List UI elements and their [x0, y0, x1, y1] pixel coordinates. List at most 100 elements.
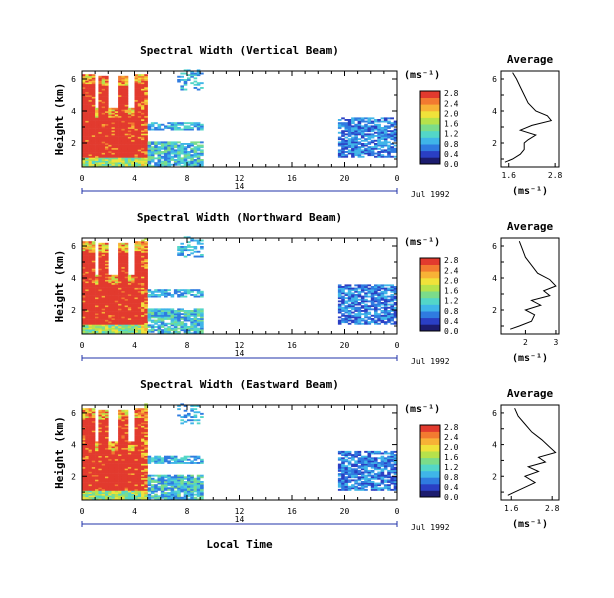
heatmap-cell: [118, 446, 122, 449]
heatmap-cell: [121, 409, 125, 412]
heatmap-cell: [91, 479, 96, 482]
heatmap-cell: [88, 481, 93, 483]
heatmap-cell: [91, 436, 96, 439]
heatmap-cell: [344, 144, 349, 147]
heatmap-cell: [91, 146, 96, 149]
heatmap-cell: [95, 492, 99, 494]
heatmap-cell: [85, 476, 89, 479]
heatmap-cell: [91, 123, 96, 126]
heatmap-cell: [111, 324, 116, 327]
heatmap-cell: [121, 287, 125, 290]
heatmap-cell: [337, 322, 342, 325]
heatmap-cell: [144, 144, 148, 147]
heatmap-cell: [121, 295, 125, 298]
heatmap-cell: [82, 297, 86, 300]
heatmap-cell: [390, 131, 394, 134]
heatmap-cell: [187, 332, 191, 335]
heatmap-cell: [91, 465, 96, 468]
heatmap-cell: [157, 154, 162, 157]
heatmap-cell: [124, 463, 129, 466]
heatmap-cell: [114, 294, 119, 296]
heatmap-cell: [85, 468, 89, 471]
heatmap-cell: [344, 308, 349, 311]
heatmap-cell: [183, 458, 188, 461]
heatmap-cell: [95, 471, 99, 474]
heatmap-cell: [177, 146, 181, 149]
heatmap-cell: [114, 127, 119, 129]
heatmap-cell: [137, 154, 142, 157]
heatmap-cell: [131, 471, 135, 474]
heatmap-cell: [111, 162, 116, 165]
heatmap-cell: [393, 286, 398, 288]
heatmap-cell: [180, 484, 184, 487]
heatmap-cell: [154, 484, 158, 487]
heatmap-cell: [370, 128, 375, 131]
heatmap-cell: [88, 474, 93, 477]
y-axis-label: Height (km): [53, 83, 66, 156]
heatmap-cell: [141, 477, 145, 480]
heatmap-cell: [108, 139, 112, 142]
heatmap-cell: [95, 452, 99, 455]
heatmap-cell: [114, 473, 119, 475]
heatmap-cell: [98, 469, 102, 472]
heatmap-cell: [147, 490, 152, 493]
heatmap-cell: [111, 476, 116, 479]
heatmap-cell: [118, 327, 122, 330]
heatmap-cell: [177, 311, 181, 314]
heatmap-cell: [91, 85, 96, 88]
heatmap-cell: [118, 139, 122, 142]
heatmap-cell: [357, 138, 362, 141]
heatmap-cell: [85, 416, 89, 418]
heatmap-cell: [88, 242, 93, 245]
heatmap-cell: [177, 490, 181, 493]
heatmap-cell: [383, 287, 388, 290]
heatmap-cell: [144, 493, 148, 496]
heatmap-cell: [82, 431, 86, 434]
heatmap-cell: [200, 128, 204, 131]
heatmap-cell: [82, 430, 86, 433]
heatmap-cell: [380, 284, 385, 287]
heatmap-cell: [137, 258, 142, 261]
heatmap-cell: [150, 324, 155, 327]
heatmap-cell: [118, 479, 122, 482]
heatmap-cell: [141, 411, 145, 414]
heatmap-cell: [127, 114, 132, 117]
heatmap-cell: [341, 155, 345, 158]
heatmap-cell: [85, 75, 89, 78]
heatmap-cell: [105, 409, 109, 412]
heatmap-cell: [127, 286, 132, 288]
heatmap-cell: [377, 286, 381, 288]
heatmap-cell: [141, 493, 145, 496]
heatmap-cell: [157, 316, 162, 319]
heatmap-cell: [114, 474, 119, 477]
heatmap-cell: [180, 496, 184, 499]
heatmap-cell: [144, 321, 148, 324]
colorbar-segment: [420, 157, 440, 165]
heatmap-cell: [105, 474, 109, 477]
heatmap-cell: [170, 295, 175, 298]
heatmap-cell: [101, 287, 106, 290]
heatmap-cell: [141, 143, 145, 145]
heatmap-cell: [190, 322, 194, 325]
heatmap-cell: [167, 495, 171, 498]
heatmap-cell: [88, 99, 93, 102]
heatmap-cell: [187, 146, 191, 149]
heatmap-cell: [190, 409, 194, 412]
heatmap-cell: [101, 306, 106, 309]
heatmap-cell: [196, 71, 201, 73]
heatmap-cell: [85, 266, 89, 269]
heatmap-cell: [360, 117, 365, 120]
heatmap-cell: [180, 477, 184, 480]
heatmap-cell: [124, 266, 129, 269]
heatmap-cell: [187, 127, 191, 129]
heatmap-cell: [124, 474, 129, 477]
x-tick-label: 0: [80, 341, 85, 350]
heatmap-cell: [144, 101, 148, 104]
heatmap-cell: [341, 306, 345, 309]
heatmap-cell: [357, 154, 362, 157]
heatmap-cell: [118, 257, 122, 260]
heatmap-cell: [131, 133, 135, 136]
heatmap-cell: [98, 127, 102, 129]
heatmap-cell: [124, 431, 129, 434]
heatmap-cell: [137, 446, 142, 449]
